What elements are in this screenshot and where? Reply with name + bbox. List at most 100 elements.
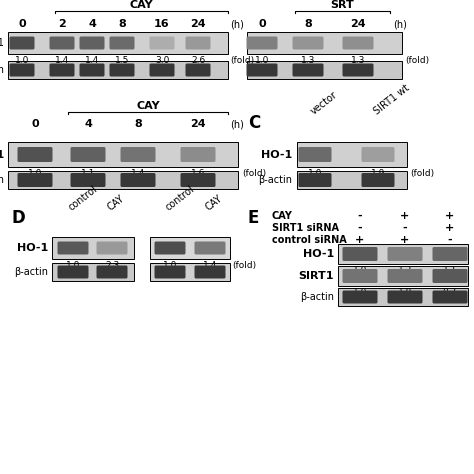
FancyBboxPatch shape <box>292 36 323 49</box>
Text: 1.0: 1.0 <box>353 288 367 297</box>
Text: 1.0: 1.0 <box>163 261 177 270</box>
Text: (fold): (fold) <box>232 261 256 270</box>
Text: +: + <box>401 211 410 221</box>
Text: +: + <box>401 235 410 245</box>
FancyBboxPatch shape <box>49 64 74 76</box>
Text: 1.0: 1.0 <box>255 56 269 65</box>
FancyBboxPatch shape <box>57 241 89 255</box>
Text: 24: 24 <box>350 19 366 29</box>
Text: β-actin: β-actin <box>300 292 334 302</box>
FancyBboxPatch shape <box>292 64 323 76</box>
Text: 1.1: 1.1 <box>443 266 457 275</box>
Text: 1.0: 1.0 <box>66 261 80 270</box>
Text: 8: 8 <box>304 19 312 29</box>
Text: 8: 8 <box>134 119 142 129</box>
Text: 2.3: 2.3 <box>105 261 119 270</box>
FancyBboxPatch shape <box>71 173 106 187</box>
Bar <box>338 244 468 264</box>
Text: SIRT1: SIRT1 <box>299 271 334 281</box>
Text: 1.4: 1.4 <box>55 56 69 65</box>
Text: -: - <box>447 235 452 245</box>
Text: 24: 24 <box>190 119 206 129</box>
Text: (fold): (fold) <box>405 56 429 65</box>
Bar <box>52 263 134 281</box>
FancyBboxPatch shape <box>120 173 155 187</box>
FancyBboxPatch shape <box>246 36 277 49</box>
FancyBboxPatch shape <box>194 265 226 279</box>
FancyBboxPatch shape <box>246 64 277 76</box>
Text: HO-1: HO-1 <box>0 38 4 48</box>
FancyBboxPatch shape <box>343 291 377 303</box>
Text: 0.7: 0.7 <box>443 288 457 297</box>
Text: CAY: CAY <box>130 0 153 10</box>
Bar <box>8 32 228 54</box>
Text: 1.0: 1.0 <box>15 56 29 65</box>
Text: HO-1: HO-1 <box>261 149 292 159</box>
FancyBboxPatch shape <box>109 36 135 49</box>
Text: HO-1: HO-1 <box>17 243 48 253</box>
Bar <box>150 263 230 281</box>
Text: 1.0: 1.0 <box>308 169 322 178</box>
Text: SRT: SRT <box>331 0 355 10</box>
Text: (h): (h) <box>230 119 244 129</box>
FancyBboxPatch shape <box>432 269 467 283</box>
Bar <box>52 237 134 259</box>
Text: control: control <box>67 184 100 213</box>
Text: 4: 4 <box>88 19 96 29</box>
FancyBboxPatch shape <box>49 36 74 49</box>
Bar <box>247 61 402 79</box>
Bar <box>247 32 402 54</box>
Text: 1.3: 1.3 <box>301 56 315 65</box>
Bar <box>8 61 228 79</box>
Text: +: + <box>356 235 365 245</box>
FancyBboxPatch shape <box>155 265 185 279</box>
Text: 1.0: 1.0 <box>28 169 42 178</box>
Text: CAY: CAY <box>204 194 225 213</box>
FancyBboxPatch shape <box>80 36 104 49</box>
FancyBboxPatch shape <box>343 269 377 283</box>
Text: SIRT1 wt: SIRT1 wt <box>372 83 411 117</box>
Text: CAY: CAY <box>106 194 127 213</box>
Text: 0: 0 <box>18 19 26 29</box>
FancyBboxPatch shape <box>181 147 216 162</box>
Text: SIRT1 siRNA: SIRT1 siRNA <box>272 223 339 233</box>
Text: 16: 16 <box>154 19 170 29</box>
Text: CAY: CAY <box>136 101 160 111</box>
FancyBboxPatch shape <box>109 64 135 76</box>
FancyBboxPatch shape <box>18 173 53 187</box>
Text: 1.0: 1.0 <box>398 288 412 297</box>
Text: 1.3: 1.3 <box>351 56 365 65</box>
Text: vector: vector <box>309 90 339 117</box>
FancyBboxPatch shape <box>343 36 374 49</box>
Text: β-actin: β-actin <box>0 175 4 185</box>
Text: 24: 24 <box>190 19 206 29</box>
FancyBboxPatch shape <box>194 241 226 255</box>
Bar <box>338 266 468 286</box>
FancyBboxPatch shape <box>71 147 106 162</box>
Text: 1.3: 1.3 <box>398 266 412 275</box>
Text: 1.0: 1.0 <box>353 266 367 275</box>
FancyBboxPatch shape <box>120 147 155 162</box>
Text: D: D <box>12 209 26 227</box>
Bar <box>150 237 230 259</box>
Text: 1.1: 1.1 <box>81 169 95 178</box>
FancyBboxPatch shape <box>97 265 128 279</box>
Text: (fold): (fold) <box>230 56 254 65</box>
Bar <box>338 288 468 306</box>
FancyBboxPatch shape <box>362 173 394 187</box>
FancyBboxPatch shape <box>299 147 331 162</box>
FancyBboxPatch shape <box>149 64 174 76</box>
Text: 2.6: 2.6 <box>191 56 205 65</box>
FancyBboxPatch shape <box>149 36 174 49</box>
Text: 1.4: 1.4 <box>203 261 217 270</box>
FancyBboxPatch shape <box>432 247 467 261</box>
Text: β-actin: β-actin <box>14 267 48 277</box>
Text: (fold): (fold) <box>242 169 266 178</box>
Bar <box>297 171 407 189</box>
Text: -: - <box>358 211 362 221</box>
Text: 0: 0 <box>258 19 266 29</box>
FancyBboxPatch shape <box>97 241 128 255</box>
FancyBboxPatch shape <box>80 64 104 76</box>
Text: C: C <box>248 114 260 132</box>
Bar <box>297 142 407 167</box>
